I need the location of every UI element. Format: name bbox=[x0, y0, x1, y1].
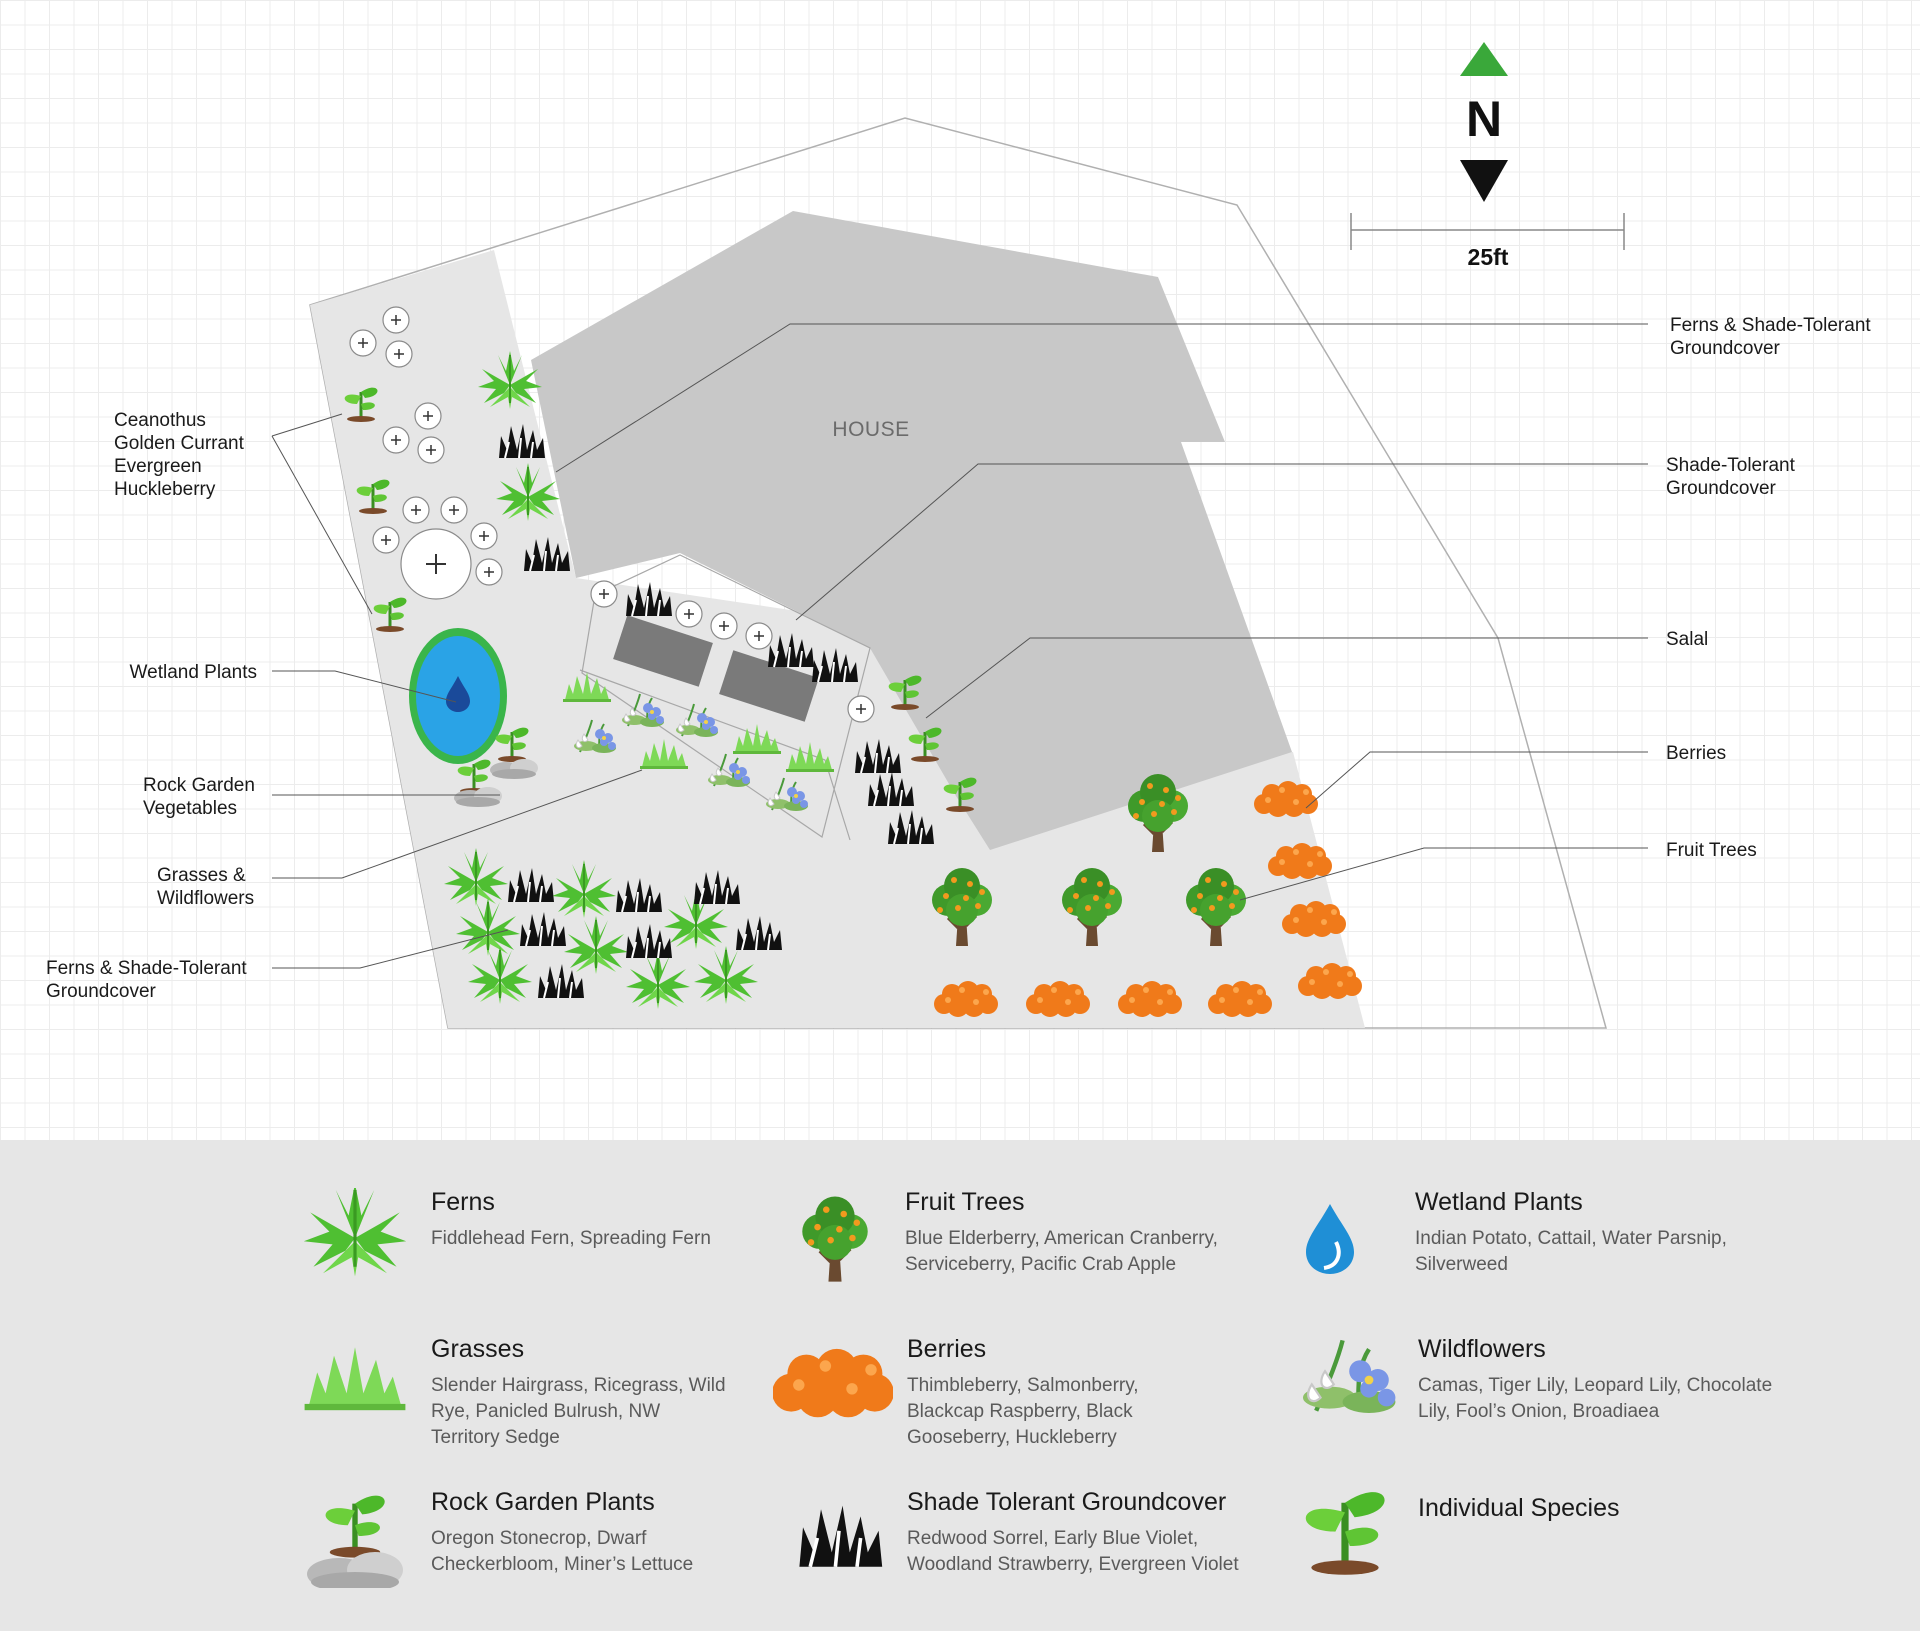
legend-rock-garden-title: Rock Garden Plants bbox=[431, 1488, 655, 1516]
callout-ferns-shade-bottom: Ferns & Shade-Tolerant Groundcover bbox=[46, 958, 252, 1002]
legend-shade-title: Shade Tolerant Groundcover bbox=[907, 1488, 1227, 1516]
legend-berries-title: Berries bbox=[907, 1335, 987, 1363]
legend-grasses: Grasses Slender Hairgrass, Ricegrass, Wi… bbox=[295, 1335, 765, 1465]
house bbox=[531, 211, 1292, 850]
berry-icon bbox=[773, 1348, 893, 1418]
callout-ceanothus: Ceanothus Golden Currant Evergreen Huckl… bbox=[114, 410, 249, 500]
callout-shade-groundcover: Shade-Tolerant Groundcover bbox=[1666, 455, 1800, 499]
legend-rock-garden-desc: Oregon Stonecrop, Dwarf Checkerbloom, Mi… bbox=[431, 1528, 694, 1575]
legend-fruit-trees: Fruit Trees Blue Elderberry, American Cr… bbox=[785, 1188, 1255, 1318]
legend-wetland: Wetland Plants Indian Potato, Cattail, W… bbox=[1295, 1188, 1765, 1318]
water-drop-icon bbox=[1306, 1204, 1354, 1274]
fern-icon bbox=[302, 1188, 408, 1279]
legend-shade: Shade Tolerant Groundcover Redwood Sorre… bbox=[785, 1488, 1255, 1618]
legend-ferns-desc: Fiddlehead Fern, Spreading Fern bbox=[431, 1228, 711, 1249]
scale-bar bbox=[1350, 213, 1625, 250]
legend-species-title: Individual Species bbox=[1418, 1494, 1620, 1522]
fruit-tree-icon bbox=[800, 1194, 870, 1284]
callout-ferns-shade-top: Ferns & Shade-Tolerant Groundcover bbox=[1670, 315, 1876, 359]
grass-icon bbox=[304, 1347, 406, 1411]
legend-grasses-desc: Slender Hairgrass, Ricegrass, Wild Rye, … bbox=[431, 1375, 726, 1448]
legend-fruit-trees-desc: Blue Elderberry, American Cranberry, Ser… bbox=[905, 1228, 1218, 1275]
garden-plan: HOUSE bbox=[46, 42, 1876, 1029]
legend-wildflowers-desc: Camas, Tiger Lily, Leopard Lily, Chocola… bbox=[1418, 1375, 1773, 1422]
legend: Ferns Fiddlehead Fern, Spreading Fern Fr… bbox=[0, 1140, 1920, 1631]
legend-wetland-desc: Indian Potato, Cattail, Water Parsnip, S… bbox=[1415, 1228, 1727, 1275]
shrub-circles bbox=[349, 306, 875, 723]
legend-ferns: Ferns Fiddlehead Fern, Spreading Fern bbox=[295, 1188, 765, 1318]
north-arrow-up-icon bbox=[1460, 42, 1508, 76]
house-label: HOUSE bbox=[832, 418, 909, 441]
legend-species: Individual Species bbox=[1295, 1482, 1765, 1612]
callout-berries: Berries bbox=[1666, 743, 1726, 764]
legend-shade-desc: Redwood Sorrel, Early Blue Violet, Woodl… bbox=[907, 1528, 1239, 1575]
raised-bed bbox=[719, 650, 819, 722]
wildflower-icon bbox=[1287, 1330, 1407, 1430]
yard-area bbox=[310, 250, 1365, 1028]
path-outline bbox=[579, 669, 851, 841]
callout-grasses-wildflowers: Grasses & Wildflowers bbox=[157, 865, 254, 909]
callout-wetland: Wetland Plants bbox=[130, 662, 257, 683]
raised-bed bbox=[613, 615, 713, 687]
scale-label: 25ft bbox=[1468, 244, 1509, 270]
legend-wildflowers: Wildflowers Camas, Tiger Lily, Leopard L… bbox=[1295, 1320, 1772, 1450]
patio-outline bbox=[581, 554, 871, 838]
callout-fruit-trees: Fruit Trees bbox=[1666, 840, 1757, 861]
legend-grasses-title: Grasses bbox=[431, 1335, 525, 1363]
legend-berries: Berries Thimbleberry, Salmonberry, Black… bbox=[773, 1335, 1255, 1465]
callout-rock-garden: Rock Garden Vegetables bbox=[143, 775, 260, 819]
legend-berries-desc: Thimbleberry, Salmonberry, Blackcap Rasp… bbox=[907, 1375, 1139, 1448]
north-label: N bbox=[1466, 91, 1502, 147]
legend-rock-garden: Rock Garden Plants Oregon Stonecrop, Dwa… bbox=[295, 1488, 765, 1618]
shade-groundcover-icon bbox=[797, 1503, 885, 1569]
leader-lines bbox=[271, 323, 1648, 969]
callout-salal: Salal bbox=[1666, 629, 1708, 650]
water-drop-icon bbox=[446, 676, 470, 712]
legend-fruit-trees-title: Fruit Trees bbox=[905, 1188, 1025, 1216]
legend-wetland-title: Wetland Plants bbox=[1415, 1188, 1583, 1216]
rock-garden-icon bbox=[307, 1468, 403, 1588]
sprout-icon bbox=[1285, 1462, 1405, 1582]
legend-wildflowers-title: Wildflowers bbox=[1418, 1335, 1546, 1363]
north-arrow-down-icon bbox=[1460, 160, 1508, 202]
legend-ferns-title: Ferns bbox=[431, 1188, 495, 1216]
